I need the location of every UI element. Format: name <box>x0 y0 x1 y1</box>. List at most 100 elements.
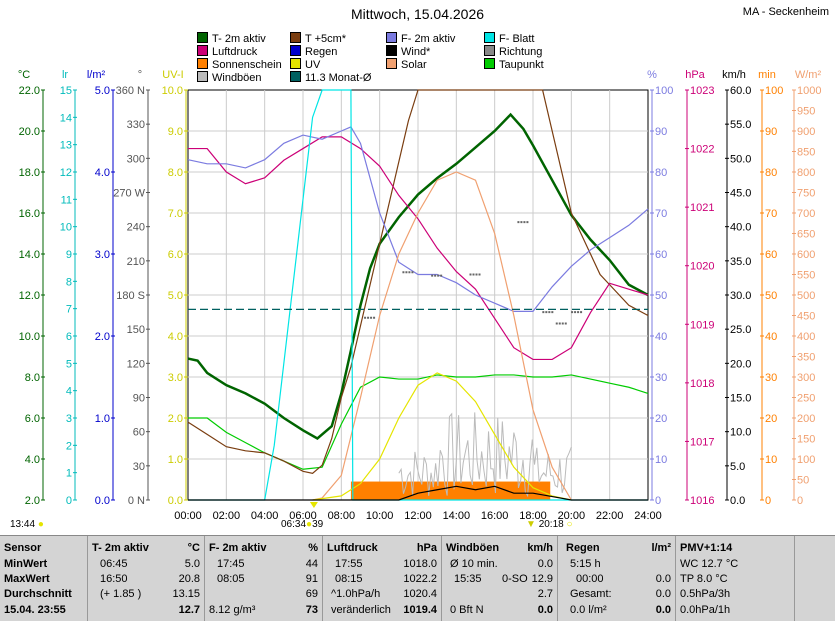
temp-column: T- 2m aktiv °C 06:45 5.0 16:50 20.8 (+ 1.85… <box>88 536 205 621</box>
x-tick-label: 16:00 <box>481 510 509 522</box>
x-tick-label: 02:00 <box>213 510 241 522</box>
pressure-column: Luftdruck hPa 17:55 1018.0 08:15 1022.2 ^1.… <box>323 536 442 621</box>
solar-tick-label: 700 <box>797 208 815 220</box>
solar-tick-label: 300 <box>797 372 815 384</box>
wind-max-direction: 0-SO <box>502 573 528 585</box>
uv-tick-label: 3.0 <box>168 372 183 384</box>
hum-tick-label: 100 <box>655 85 673 97</box>
lr-tick-label: 11 <box>61 194 72 206</box>
legend-swatch <box>197 71 208 82</box>
legend-label: F- Blatt <box>499 33 535 45</box>
solar-tick-label: 850 <box>797 147 815 159</box>
x-tick-label: 06:00 <box>289 510 317 522</box>
uv-tick-label: 5.0 <box>168 290 183 302</box>
legend-swatch <box>386 32 397 43</box>
chart-title: Mittwoch, 15.04.2026 <box>350 6 485 22</box>
sensor-header: Sensor <box>4 542 42 554</box>
dir-tick-label: 210 <box>127 256 145 268</box>
uv-unit-label: UV-I <box>162 69 183 81</box>
legend-swatch <box>484 58 495 69</box>
summary-table: Sensor MinWert MaxWert Durchschnitt 15.0… <box>0 535 835 621</box>
lr-tick-label: 4 <box>66 386 72 398</box>
wind-tick-label: 20.0 <box>730 358 751 370</box>
legend-label: Richtung <box>499 46 543 58</box>
hum-tick-label: 30 <box>655 372 667 384</box>
uv-tick-label: 7.0 <box>168 208 183 220</box>
legend-label: Sonnenschein <box>212 59 282 71</box>
legend-item: 11.3 Monat-Ø <box>290 71 371 84</box>
x-tick-label: 22:00 <box>596 510 624 522</box>
row-max-label: MaxWert <box>4 573 50 585</box>
rain-header: Regen <box>566 542 600 554</box>
hum-tick-label: 10 <box>655 454 667 466</box>
row-min-label: MinWert <box>4 558 48 570</box>
series-uv <box>312 372 572 501</box>
uv-tick-label: 6.0 <box>168 249 183 261</box>
humidity-current-value: 73 <box>305 604 318 616</box>
legend-label: Regen <box>305 46 338 58</box>
legend-label: Luftdruck <box>212 46 258 58</box>
pmv-pressure-1h: 0.0hPa/1h <box>680 604 731 616</box>
wind-tick-label: 50.0 <box>730 153 751 165</box>
hum-unit-label: % <box>647 69 657 81</box>
wind-tick-label: 55.0 <box>730 119 751 131</box>
rain-unit-label: l/m² <box>87 69 106 81</box>
humidity-min-time: 17:45 <box>217 558 245 570</box>
temp-tick-label: 8.0 <box>25 372 40 384</box>
legend-swatch <box>386 58 397 69</box>
hum-tick-label: 50 <box>655 290 667 302</box>
dir-tick-label: 300 <box>127 153 145 165</box>
humidity-unit: % <box>308 542 318 554</box>
temp-tick-label: 20.0 <box>19 126 40 138</box>
humidity-absolute: 8.12 g/m³ <box>209 604 256 616</box>
legend-item: F- Blatt <box>484 32 534 45</box>
hum-tick-label: 70 <box>655 208 667 220</box>
legend-swatch <box>484 32 495 43</box>
legend-swatch <box>290 45 301 56</box>
wind-tick-label: 0.0 <box>730 495 745 507</box>
sensor-column: Sensor MinWert MaxWert Durchschnitt 15.0… <box>0 536 88 621</box>
pressure-trend: veränderlich <box>331 604 391 616</box>
dir-tick-label: 240 <box>127 222 145 234</box>
min-tick-label: 0 <box>765 495 771 507</box>
dir-tick-label: 150 <box>127 324 145 336</box>
lr-unit-label: lr <box>62 69 68 81</box>
series-t-2m-aktiv <box>187 112 649 441</box>
wind-unit-label: km/h <box>722 69 746 81</box>
legend-item: Luftdruck <box>197 45 257 58</box>
uv-tick-label: 2.0 <box>168 413 183 425</box>
pressure-min-value: 1018.0 <box>403 558 437 570</box>
solar-tick-label: 100 <box>797 454 815 466</box>
solar-tick-label: 350 <box>797 352 815 364</box>
rain-time-value: 0.0 <box>655 573 671 585</box>
hum-tick-label: 90 <box>655 126 667 138</box>
legend-item: T +5cm* <box>290 32 346 45</box>
series-t-5cm- <box>187 89 649 474</box>
temp-tick-label: 12.0 <box>19 290 40 302</box>
lr-tick-label: 5 <box>66 358 72 370</box>
x-tick-label: 12:00 <box>404 510 432 522</box>
press-tick-label: 1016 <box>690 495 714 507</box>
x-tick-label: 24:00 <box>634 510 662 522</box>
legend-swatch <box>484 45 495 56</box>
pressure-tendency: ^1.0hPa/h <box>331 588 381 600</box>
lr-tick-label: 1 <box>66 468 72 480</box>
dir-unit-label: ° <box>138 69 142 81</box>
legend-item: Wind* <box>386 45 430 58</box>
min-tick-label: 70 <box>765 208 777 220</box>
hum-tick-label: 60 <box>655 249 667 261</box>
temp-tick-label: 2.0 <box>25 495 40 507</box>
solar-tick-label: 950 <box>797 106 815 118</box>
rain-time: 00:00 <box>576 573 604 585</box>
hum-tick-label: 40 <box>655 331 667 343</box>
humidity-header: F- 2m aktiv <box>209 542 267 554</box>
press-unit-label: hPa <box>685 69 705 81</box>
rain-tick-label: 4.0 <box>95 167 110 179</box>
wind-avg10-label: Ø 10 min. <box>450 558 498 570</box>
lr-tick-label: 3 <box>66 413 72 425</box>
solar-tick-label: 550 <box>797 270 815 282</box>
temp-unit-label: °C <box>18 69 30 81</box>
min-tick-label: 80 <box>765 167 777 179</box>
row-current-label: 15.04. 23:55 <box>4 604 66 616</box>
rain-current-value: 0.0 <box>655 604 671 616</box>
